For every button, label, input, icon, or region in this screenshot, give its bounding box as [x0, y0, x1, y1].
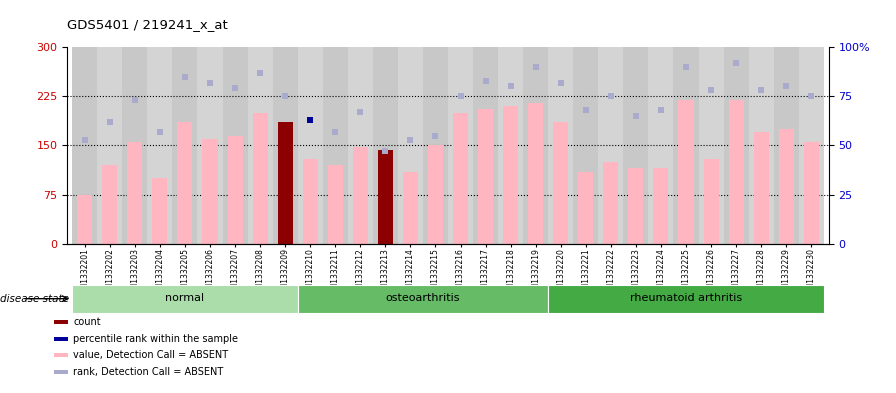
- Bar: [448, 47, 473, 244]
- Bar: [478, 109, 493, 244]
- Text: count: count: [73, 317, 101, 327]
- Bar: [152, 178, 168, 244]
- Bar: [278, 123, 293, 244]
- Bar: [548, 47, 573, 244]
- Bar: [398, 47, 423, 244]
- Bar: [653, 168, 668, 244]
- Bar: [197, 47, 222, 244]
- Bar: [222, 47, 247, 244]
- Bar: [728, 99, 744, 244]
- Bar: [303, 158, 318, 244]
- Bar: [123, 47, 147, 244]
- Bar: [724, 47, 749, 244]
- Text: value, Detection Call = ABSENT: value, Detection Call = ABSENT: [73, 350, 228, 360]
- Bar: [628, 168, 643, 244]
- Bar: [624, 47, 649, 244]
- Bar: [703, 158, 719, 244]
- Bar: [253, 113, 268, 244]
- Bar: [749, 47, 773, 244]
- Bar: [699, 47, 724, 244]
- Bar: [674, 47, 699, 244]
- Bar: [353, 147, 368, 244]
- Bar: [172, 47, 197, 244]
- Text: disease state: disease state: [0, 294, 69, 304]
- Bar: [328, 165, 343, 244]
- Text: osteoarthritis: osteoarthritis: [385, 293, 461, 303]
- Bar: [202, 139, 218, 244]
- Text: rank, Detection Call = ABSENT: rank, Detection Call = ABSENT: [73, 367, 224, 377]
- Bar: [504, 106, 518, 244]
- Bar: [378, 150, 392, 244]
- Bar: [678, 99, 694, 244]
- Bar: [798, 47, 823, 244]
- Bar: [228, 136, 243, 244]
- Bar: [428, 145, 443, 244]
- Bar: [272, 47, 297, 244]
- Bar: [779, 129, 794, 244]
- Bar: [528, 103, 543, 244]
- Bar: [523, 47, 548, 244]
- Text: rheumatoid arthritis: rheumatoid arthritis: [630, 293, 742, 303]
- Text: GDS5401 / 219241_x_at: GDS5401 / 219241_x_at: [67, 18, 228, 31]
- Text: percentile rank within the sample: percentile rank within the sample: [73, 334, 238, 344]
- Bar: [297, 285, 548, 313]
- Text: normal: normal: [166, 293, 204, 303]
- Bar: [473, 47, 498, 244]
- Bar: [98, 47, 123, 244]
- Bar: [403, 172, 418, 244]
- Bar: [599, 47, 624, 244]
- Bar: [297, 47, 323, 244]
- Bar: [73, 47, 98, 244]
- Bar: [498, 47, 523, 244]
- Bar: [423, 47, 448, 244]
- Bar: [804, 142, 819, 244]
- Bar: [147, 47, 172, 244]
- Bar: [102, 165, 117, 244]
- Bar: [453, 113, 468, 244]
- Bar: [773, 47, 798, 244]
- Bar: [73, 285, 297, 313]
- Bar: [127, 142, 142, 244]
- Bar: [649, 47, 674, 244]
- Bar: [754, 132, 769, 244]
- Bar: [373, 47, 398, 244]
- Bar: [578, 172, 593, 244]
- Bar: [247, 47, 272, 244]
- Bar: [553, 123, 568, 244]
- Bar: [348, 47, 373, 244]
- Bar: [323, 47, 348, 244]
- Bar: [177, 123, 193, 244]
- Bar: [77, 195, 92, 244]
- Bar: [603, 162, 618, 244]
- Bar: [548, 285, 823, 313]
- Bar: [573, 47, 599, 244]
